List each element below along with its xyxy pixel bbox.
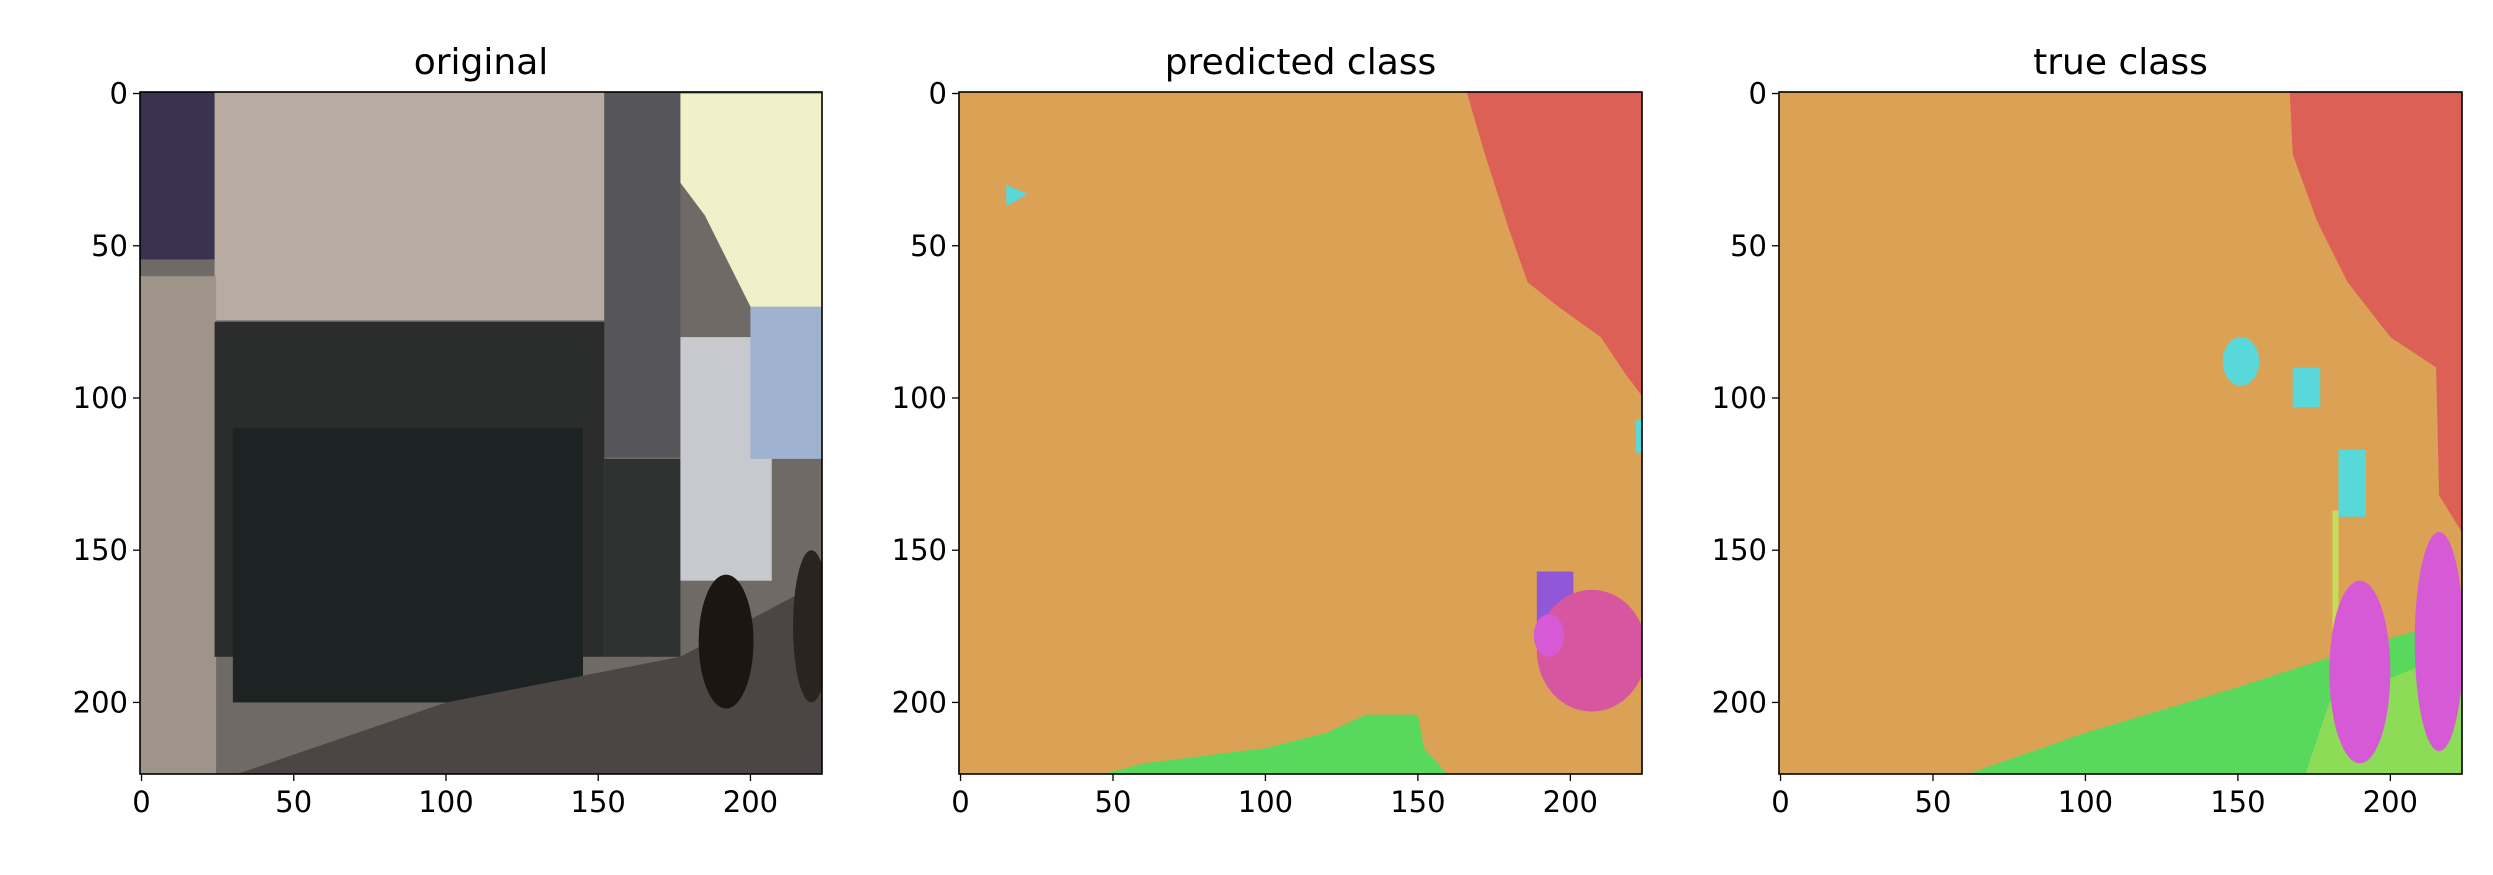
y-tick-label: 0 xyxy=(929,77,947,111)
axes-frame xyxy=(139,91,823,775)
panel-title: true class xyxy=(2033,42,2208,83)
y-tick-label: 100 xyxy=(892,381,947,415)
y-tick-label: 150 xyxy=(73,533,128,567)
y-tick-label: 200 xyxy=(892,685,947,719)
y-tick-label: 200 xyxy=(1712,685,1767,719)
image-predicted xyxy=(959,92,1642,774)
x-tick-label: 100 xyxy=(418,785,473,819)
axes-frame xyxy=(1778,91,2463,775)
y-tick-label: 0 xyxy=(1749,77,1767,111)
y-tick-label: 150 xyxy=(892,533,947,567)
axes-frame xyxy=(958,91,1643,775)
y-tick-label: 200 xyxy=(73,685,128,719)
y-tick-label: 150 xyxy=(1712,533,1767,567)
x-tick-label: 150 xyxy=(571,785,626,819)
x-tick-label: 200 xyxy=(723,785,778,819)
y-tick-label: 100 xyxy=(73,381,128,415)
x-tick-label: 200 xyxy=(2363,785,2418,819)
x-tick-label: 150 xyxy=(2210,785,2265,819)
x-tick-label: 0 xyxy=(1771,785,1789,819)
x-tick-label: 100 xyxy=(2058,785,2113,819)
x-tick-label: 50 xyxy=(1095,785,1132,819)
x-tick-label: 150 xyxy=(1390,785,1445,819)
y-tick-label: 0 xyxy=(110,77,128,111)
x-tick-label: 200 xyxy=(1543,785,1598,819)
y-tick-label: 50 xyxy=(1730,229,1767,263)
panel-title: predicted class xyxy=(1165,42,1437,83)
y-tick-label: 100 xyxy=(1712,381,1767,415)
image-original xyxy=(140,92,822,774)
x-tick-label: 50 xyxy=(1915,785,1952,819)
x-tick-label: 0 xyxy=(132,785,150,819)
panel-title: original xyxy=(414,42,549,83)
image-true xyxy=(1779,92,2462,774)
x-tick-label: 100 xyxy=(1238,785,1293,819)
y-tick-label: 50 xyxy=(91,229,128,263)
y-tick-label: 50 xyxy=(910,229,947,263)
x-tick-label: 0 xyxy=(951,785,969,819)
x-tick-label: 50 xyxy=(275,785,312,819)
